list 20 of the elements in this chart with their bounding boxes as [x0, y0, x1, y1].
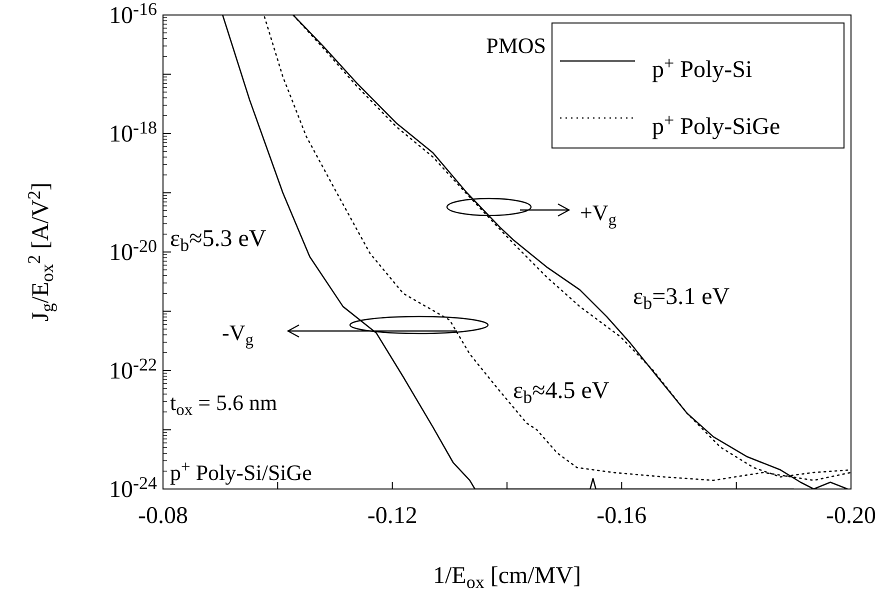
annotation: ε$_{b}$≈4.5 eV: [513, 378, 610, 408]
legend-label: p$^{+}$ Poly-Si: [652, 52, 753, 83]
x-tick-label: -0.16: [596, 503, 647, 529]
annotation: t$_{ox}$ = 5.6 nm: [170, 390, 278, 420]
annotation: p$^{+}$ Poly-Si/SiGe: [170, 457, 312, 485]
y-tick-label: 10$^{-22}$: [109, 354, 157, 384]
x-tick-label: -0.12: [367, 503, 418, 529]
y-tick-label: 10$^{-20}$: [109, 236, 157, 266]
legend-label: p$^{+}$ Poly-SiGe: [652, 110, 780, 140]
annotation: -V$_{g}$: [222, 320, 254, 350]
x-tick-label: -0.08: [138, 503, 188, 529]
annotation: ε$_{b}$=3.1 eV: [633, 284, 730, 314]
annotation: ε$_{b}$≈5.3 eV: [170, 226, 267, 256]
y-tick-label: 10$^{-18}$: [109, 117, 157, 148]
annotation: +V$_{g}$: [580, 200, 617, 230]
x-tick-label: -0.20: [826, 503, 876, 529]
y-tick-label: 10$^{-16}$: [109, 0, 157, 29]
legend-title: PMOS: [486, 33, 546, 58]
x-axis-title: 1/E$_{ox}$ [cm/MV]: [433, 563, 581, 592]
y-tick-label: 10$^{-24}$: [109, 472, 157, 503]
